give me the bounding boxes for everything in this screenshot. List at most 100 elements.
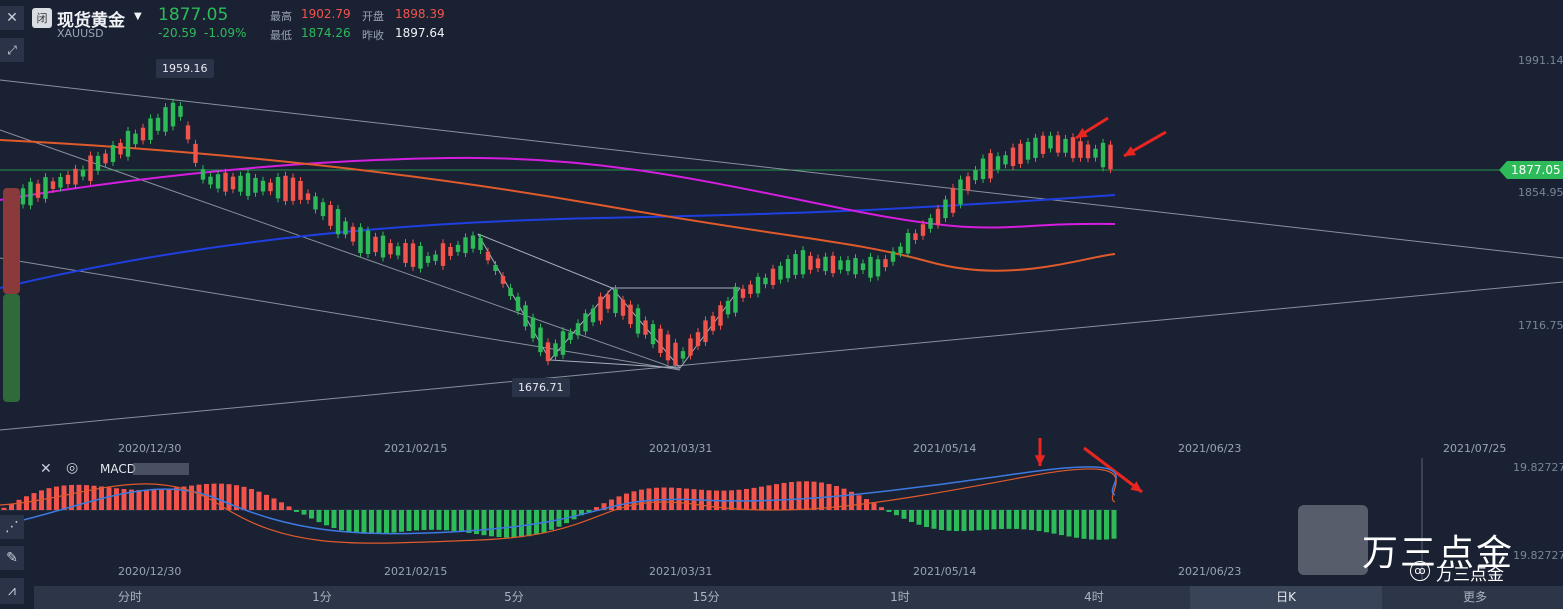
macd-histogram-bar [286, 506, 292, 510]
close-indicator-icon[interactable]: ✕ [40, 461, 52, 477]
macd-histogram-bar [429, 510, 434, 530]
date-label: 2021/03/31 [649, 442, 713, 455]
macd-date-label: 2020/12/30 [118, 565, 182, 578]
macd-histogram-bar [489, 510, 494, 537]
macd-axis-label: 19.82727 [1513, 549, 1563, 562]
candle-body [995, 156, 1001, 170]
macd-histogram-bar [144, 490, 149, 510]
macd-histogram-bar [114, 488, 119, 510]
macd-histogram-bar [909, 510, 914, 522]
candle-body [613, 289, 618, 314]
candle-body [725, 300, 731, 315]
macd-histogram-bar [354, 510, 359, 534]
candle-body [433, 254, 438, 261]
candle-body [553, 343, 558, 357]
price-axis-label: 1716.75 [1518, 319, 1563, 332]
candle-body [988, 153, 993, 179]
candle-body [650, 324, 656, 345]
candle-body [395, 246, 401, 256]
candle-body [223, 172, 228, 192]
candle-body [50, 181, 56, 189]
weibo-icon: ꝏ [1410, 561, 1430, 581]
chart-type-icon[interactable]: ⩘ [0, 578, 24, 604]
macd-histogram-bar [481, 510, 487, 536]
candle-body [785, 259, 791, 279]
tab-more[interactable]: 更多 [1462, 590, 1487, 604]
candle-body [80, 169, 86, 177]
macd-histogram-bar [856, 495, 862, 510]
macd-histogram-bar [819, 482, 824, 510]
tab-4h[interactable]: 4时 [1084, 590, 1104, 604]
trend-line [0, 129, 681, 371]
macd-histogram-bar [324, 510, 329, 526]
macd-histogram-bar [181, 486, 187, 510]
candle-body [35, 183, 41, 198]
macd-histogram-bar [24, 496, 29, 510]
candle-body [500, 276, 506, 284]
pattern-line [477, 233, 740, 289]
macd-histogram-bar [1059, 510, 1064, 536]
instrument-title[interactable]: 现货黄金 [57, 11, 125, 31]
candle-body [688, 338, 693, 356]
macd-histogram-bar [444, 510, 449, 531]
candle-body [1025, 141, 1031, 160]
macd-histogram-bar [496, 510, 502, 538]
macd-histogram-bar [1051, 510, 1057, 534]
macd-histogram-bar [511, 510, 517, 538]
tab-5min[interactable]: 5分 [504, 590, 524, 604]
candle-body [410, 243, 416, 267]
indicator-icon[interactable]: ⋰ [0, 515, 24, 539]
macd-histogram-bar [129, 489, 134, 510]
tab-1h[interactable]: 1时 [890, 590, 910, 604]
candle-body [118, 142, 123, 155]
candle-body [958, 179, 963, 205]
candle-body [883, 259, 888, 268]
macd-histogram-bar [294, 510, 299, 512]
macd-histogram-bar [219, 483, 224, 510]
macd-histogram-bar [1089, 510, 1094, 540]
macd-histogram-bar [331, 510, 337, 529]
macd-histogram-bar [939, 510, 944, 530]
candle-body [425, 256, 431, 263]
candle-body [703, 320, 708, 343]
macd-histogram-bar [804, 481, 809, 510]
pencil-icon[interactable]: ✎ [0, 546, 24, 570]
tab-15min[interactable]: 15分 [692, 590, 720, 604]
candle-body [1078, 141, 1083, 158]
macd-histogram-bar [661, 487, 667, 510]
candle-body [980, 158, 986, 180]
candle-body [508, 287, 513, 297]
macd-histogram-bar [549, 510, 554, 530]
macd-histogram-bar [796, 481, 802, 510]
settings-icon[interactable]: ◎ [66, 460, 79, 476]
draw-tool-icon[interactable]: ⤢ [0, 38, 24, 62]
candle-body [170, 102, 176, 127]
macd-histogram-bar [849, 491, 854, 510]
candle-body [598, 296, 603, 321]
macd-histogram-bar [211, 483, 217, 510]
tab-1min[interactable]: 1分 [312, 590, 332, 604]
date-label: 2021/02/15 [384, 442, 448, 455]
candle-body [133, 133, 138, 145]
candle-body [710, 315, 716, 331]
candle-body [230, 176, 236, 190]
macd-histogram-bar [976, 510, 982, 531]
tab-tick[interactable]: 分时 [117, 590, 142, 604]
macd-histogram-bar [61, 485, 67, 510]
candle-body [485, 251, 491, 261]
macd-histogram-bar [751, 487, 757, 510]
macd-histogram-bar [106, 487, 112, 510]
macd-histogram-bar [834, 486, 839, 510]
chevron-down-icon[interactable]: ▼ [134, 11, 142, 22]
annotation-arrow-head [1076, 127, 1088, 138]
close-icon[interactable]: ✕ [0, 6, 24, 30]
candle-body [853, 258, 858, 275]
macd-histogram-bar [151, 489, 157, 510]
candle-body [568, 332, 573, 340]
ma-line-orange [0, 139, 1116, 272]
candle-body [643, 320, 648, 335]
tab-daily[interactable]: 日K [1190, 586, 1382, 609]
candle-body [185, 125, 191, 140]
macd-histogram-bar [399, 510, 404, 532]
